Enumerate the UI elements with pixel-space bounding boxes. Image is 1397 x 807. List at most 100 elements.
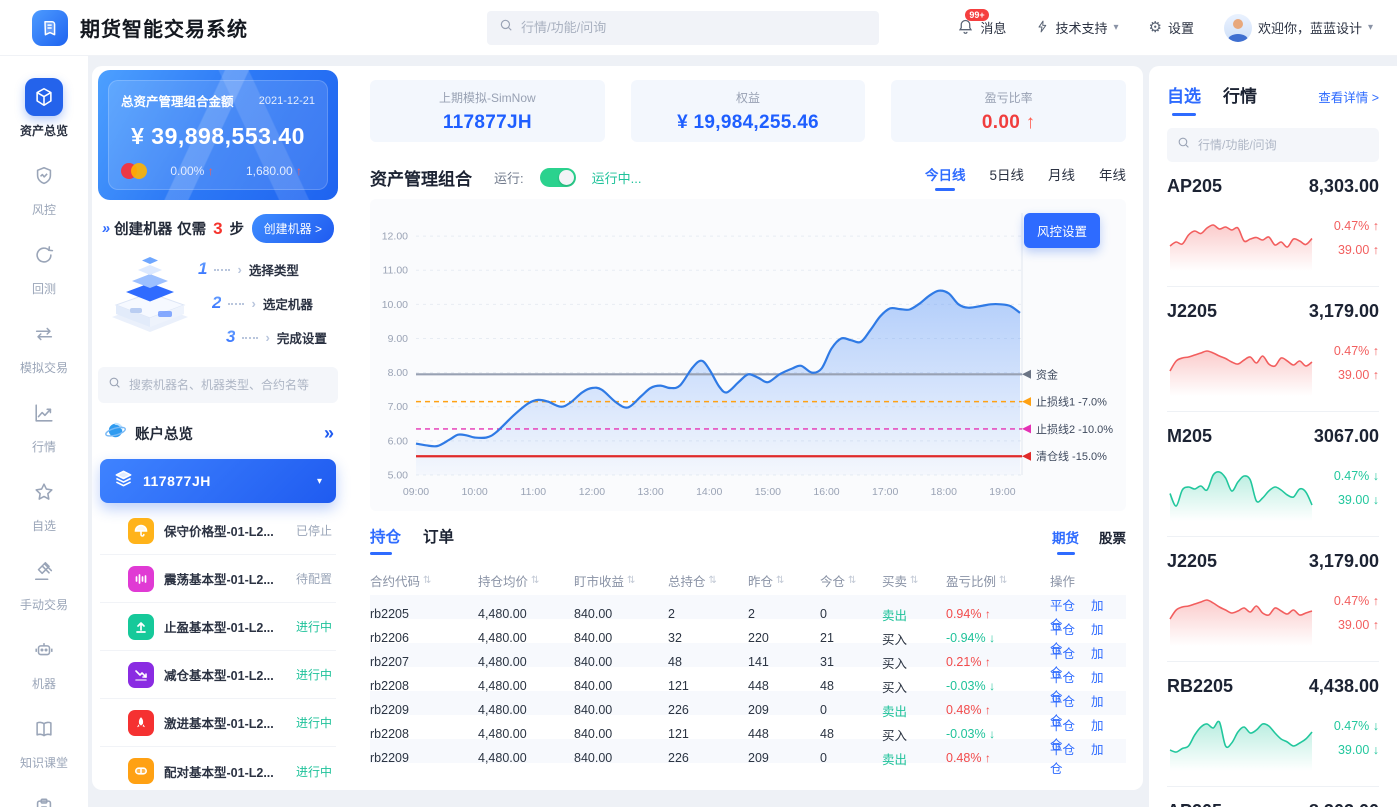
watchlist-item[interactable]: J2205 3,179.00 0.47% ↑ 39.00 ↑ xyxy=(1167,537,1379,662)
step-number: 3 xyxy=(226,327,236,346)
sort-icon[interactable]: ⇅ xyxy=(776,574,785,586)
app-logo[interactable] xyxy=(32,9,68,46)
sidebar-item-shield[interactable]: 风控 xyxy=(0,149,88,226)
close-position-link[interactable]: 平仓 xyxy=(1050,719,1076,733)
column-header[interactable]: 总持仓 ⇅ xyxy=(668,574,717,589)
double-chevron-right-icon[interactable]: » xyxy=(323,422,334,443)
robot-name: 止盈基本型-01-L2... xyxy=(164,621,274,635)
position-row[interactable]: rb2208 4,480.00 840.00 121 448 48 买入 -0.… xyxy=(370,667,1126,704)
column-header[interactable]: 操作 xyxy=(1050,574,1076,589)
cell-mark-profit: 840.00 xyxy=(574,607,613,621)
position-row[interactable]: rb2208 4,480.00 840.00 121 448 48 买入 -0.… xyxy=(370,715,1126,752)
add-position-link[interactable]: 加仓 xyxy=(1050,671,1104,704)
chart-range-tab[interactable]: 年线 xyxy=(1099,168,1126,183)
chart-range-tab[interactable]: 今日线 xyxy=(925,164,966,191)
lightning-icon xyxy=(1036,19,1049,37)
account-overview-row[interactable]: 账户总览 » xyxy=(104,419,334,447)
chart-range-tab[interactable]: 月线 xyxy=(1048,168,1075,183)
add-position-link[interactable]: 加仓 xyxy=(1050,695,1104,728)
sidebar-item-trend[interactable]: 行情 xyxy=(0,386,88,463)
sidebar-item-star[interactable]: 自选 xyxy=(0,465,88,542)
position-row[interactable]: rb2207 4,480.00 840.00 48 141 31 买入 0.21… xyxy=(370,643,1126,680)
sort-icon[interactable]: ⇅ xyxy=(708,574,717,586)
cell-mark-profit: 840.00 xyxy=(574,631,613,645)
close-position-link[interactable]: 平仓 xyxy=(1050,671,1076,685)
global-search[interactable] xyxy=(487,10,879,45)
user-menu[interactable]: 欢迎你，蓝蓝设计 ▾ xyxy=(1223,13,1373,42)
view-details-link[interactable]: 查看详情 > xyxy=(1318,91,1379,105)
column-header[interactable]: 盯市收益 ⇅ xyxy=(574,574,636,589)
positions-tab[interactable]: 持仓 xyxy=(370,525,401,555)
position-row[interactable]: rb2209 4,480.00 840.00 226 209 0 卖出 0.48… xyxy=(370,691,1126,728)
column-header[interactable]: 今仓 ⇅ xyxy=(820,574,857,589)
chart-range-tab[interactable]: 5日线 xyxy=(989,168,1024,183)
watchlist-item[interactable]: J2205 3,179.00 0.47% ↑ 39.00 ↑ xyxy=(1167,287,1379,412)
sidebar-item-book[interactable]: 知识课堂 xyxy=(0,702,88,779)
column-header[interactable]: 持仓均价 ⇅ xyxy=(478,574,540,589)
column-header[interactable]: 合约代码 ⇅ xyxy=(370,574,432,589)
watchlist-item[interactable]: RB2205 4,438.00 0.47% ↓ 39.00 ↓ xyxy=(1167,662,1379,787)
positions-tab[interactable]: 订单 xyxy=(423,529,455,546)
robot-search-input[interactable] xyxy=(129,378,328,392)
robot-list-item[interactable]: 配对基本型-01-L2... 进行中 xyxy=(100,747,336,790)
sort-icon[interactable]: ⇅ xyxy=(531,574,540,586)
close-position-link[interactable]: 平仓 xyxy=(1050,647,1076,661)
robot-search[interactable] xyxy=(98,367,338,403)
robot-list-item[interactable]: 保守价格型-01-L2... 已停止 xyxy=(100,507,336,555)
run-toggle[interactable] xyxy=(539,168,576,187)
sort-icon[interactable]: ⇅ xyxy=(627,574,636,586)
support-menu[interactable]: 技术支持 ▾ xyxy=(1036,18,1118,37)
step-3: 3 › 完成设置 xyxy=(226,327,334,347)
global-search-input[interactable] xyxy=(521,20,867,35)
position-row[interactable]: rb2205 4,480.00 840.00 2 2 0 卖出 0.94% ↑ … xyxy=(370,595,1126,632)
selected-account-button[interactable]: 117877JH ▾ xyxy=(100,459,336,503)
sort-icon[interactable]: ⇅ xyxy=(910,574,919,586)
sort-icon[interactable]: ⇅ xyxy=(423,574,432,586)
watchlist-item[interactable]: AP205 8,303.00 0.47% ↑ 39.00 ↑ xyxy=(1167,162,1379,287)
robot-list-item[interactable]: 震荡基本型-01-L2... 待配置 xyxy=(100,555,336,603)
cell-actions: 平仓 加仓 xyxy=(1050,595,1126,633)
close-position-link[interactable]: 平仓 xyxy=(1050,695,1076,709)
watchlist-tab[interactable]: 行情 xyxy=(1223,87,1257,106)
create-robot-button[interactable]: 创建机器 > xyxy=(251,214,334,243)
position-row[interactable]: rb2209 4,480.00 840.00 226 209 0 卖出 0.48… xyxy=(370,739,1126,776)
risk-settings-button[interactable]: 风控设置 xyxy=(1023,213,1100,248)
close-position-link[interactable]: 平仓 xyxy=(1050,599,1076,613)
sidebar-item-robot[interactable]: 机器 xyxy=(0,623,88,700)
robot-list-item[interactable]: 减仓基本型-01-L2... 进行中 xyxy=(100,651,336,699)
robot-list-item[interactable]: 激进基本型-01-L2... 进行中 xyxy=(100,699,336,747)
cell-mark-profit: 840.00 xyxy=(574,703,613,717)
sidebar-item-report[interactable]: 统计报表 xyxy=(0,781,88,807)
market-type-tab[interactable]: 期货 xyxy=(1052,527,1079,555)
add-position-link[interactable]: 加仓 xyxy=(1050,719,1104,752)
stat-value: 117877JH xyxy=(442,111,532,133)
sidebar-item-gavel[interactable]: 手动交易 xyxy=(0,544,88,621)
add-position-link[interactable]: 加仓 xyxy=(1050,647,1104,680)
messages-button[interactable]: 99+ 消息 xyxy=(957,8,1006,38)
close-position-link[interactable]: 平仓 xyxy=(1050,743,1076,757)
close-position-link[interactable]: 平仓 xyxy=(1050,623,1076,637)
column-header[interactable]: 买卖 ⇅ xyxy=(882,574,919,589)
settings-button[interactable]: ⚙ 设置 xyxy=(1148,18,1193,37)
watchlist-item[interactable]: M205 3067.00 0.47% ↓ 39.00 ↓ xyxy=(1167,412,1379,537)
up-arrow-icon: ↑ xyxy=(1025,111,1036,133)
watchlist-item[interactable]: AP205 8,303.00 0.47% ↑ 39.00 ↑ xyxy=(1167,787,1379,807)
add-position-link[interactable]: 加仓 xyxy=(1050,599,1104,632)
sidebar-item-refresh[interactable]: 回测 xyxy=(0,228,88,305)
market-type-tab[interactable]: 股票 xyxy=(1099,531,1126,546)
step-dash xyxy=(214,269,231,271)
robot-list-item[interactable]: 止盈基本型-01-L2... 进行中 xyxy=(100,603,336,651)
column-header[interactable]: 昨仓 ⇅ xyxy=(748,574,785,589)
add-position-link[interactable]: 加仓 xyxy=(1050,623,1104,656)
watchlist-search[interactable] xyxy=(1167,128,1379,162)
sort-icon[interactable]: ⇅ xyxy=(848,574,857,586)
sidebar-item-cube[interactable]: 资产总览 xyxy=(0,70,88,147)
watchlist-search-input[interactable] xyxy=(1198,138,1369,152)
sort-icon[interactable]: ⇅ xyxy=(999,574,1008,586)
watchlist-tab[interactable]: 自选 xyxy=(1167,82,1201,116)
cell-mark-profit: 840.00 xyxy=(574,679,613,693)
position-row[interactable]: rb2206 4,480.00 840.00 32 220 21 买入 -0.9… xyxy=(370,619,1126,656)
column-header[interactable]: 盈亏比例 ⇅ xyxy=(946,574,1008,589)
add-position-link[interactable]: 加仓 xyxy=(1050,743,1104,776)
sidebar-item-swap[interactable]: 模拟交易 xyxy=(0,307,88,384)
